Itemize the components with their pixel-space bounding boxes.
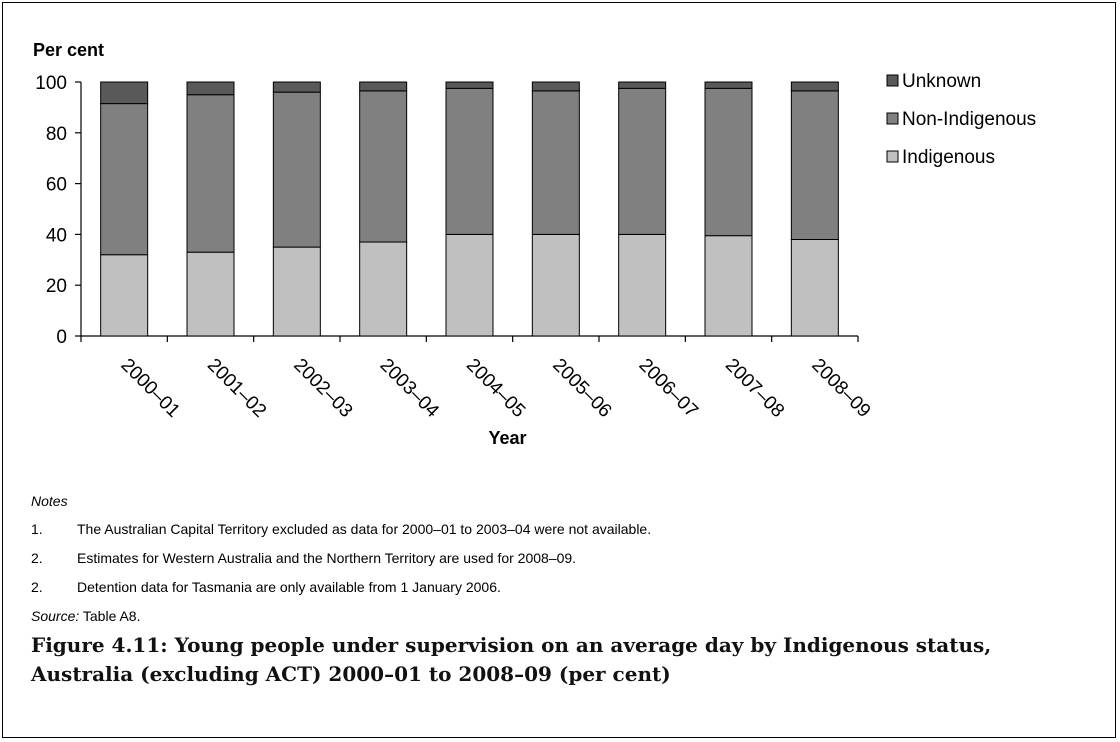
y-tick-label: 80 [46,124,67,145]
x-tick-label: 2002–03 [289,355,356,422]
bar-segment [100,254,149,337]
x-tick-label: 2005–06 [548,355,615,422]
y-tick-label: 40 [46,225,67,246]
note-number: 2. [31,579,43,595]
bar-segment [186,81,235,96]
x-tick-label: 2006–07 [635,355,702,422]
notes-block: Notes 1. The Australian Capital Territor… [31,493,1101,624]
x-axis-title: Year [488,428,526,448]
legend-swatch [886,150,899,163]
note-item: 2. Estimates for Western Australia and t… [31,550,1101,566]
source-label: Source: [31,608,80,624]
source-text: Table A8. [79,608,141,624]
x-tick-label: 2001–02 [203,355,270,422]
bar-segment [704,235,753,337]
bar-segment [359,241,408,337]
x-tick-label: 2008–09 [807,355,874,422]
note-number: 1. [31,521,43,537]
bar-segment [531,81,580,92]
legend-label: Non-Indigenous [902,109,1036,130]
bar-segment [272,81,321,93]
bar-segment [272,246,321,337]
legend-swatch [886,112,899,125]
y-tick-label: 100 [35,73,67,94]
bar-segment [790,90,839,240]
y-tick-label: 20 [46,276,67,297]
bar-segment [445,87,494,235]
x-tick-label: 2003–04 [376,355,443,422]
bar-segment [100,81,149,105]
bar-segment [618,233,667,337]
bar-segment [704,81,753,89]
bar-segment [445,233,494,337]
bar-segment [531,90,580,235]
x-tick-label: 2007–08 [721,355,788,422]
x-tick-label: 2004–05 [462,355,529,422]
note-text: Detention data for Tasmania are only ava… [77,579,501,595]
bar-segment [790,238,839,337]
bar-segment [359,81,408,92]
note-number: 2. [31,550,43,566]
bar-segment [186,94,235,253]
bar-segment [531,233,580,337]
note-text: The Australian Capital Territory exclude… [77,521,652,537]
bar-segment [618,81,667,89]
note-item: 1. The Australian Capital Territory excl… [31,521,1101,537]
bar-segment [618,87,667,235]
legend-label: Indigenous [902,147,995,168]
y-axis-title: Per cent [33,40,104,60]
bar-segment [704,87,753,237]
y-tick-label: 60 [46,175,67,196]
bar-segment [272,91,321,248]
bar-segment [790,81,839,92]
bar-segment [100,103,149,256]
notes-heading: Notes [31,493,68,509]
legend-label: Unknown [902,71,981,92]
note-text: Estimates for Western Australia and the … [77,550,577,566]
figure-caption: Figure 4.11: Young people under supervis… [31,633,992,686]
bar-segment [359,90,408,243]
y-tick-label: 0 [56,327,67,348]
source-line: Source: Table A8. [31,608,1101,624]
legend-swatch [886,74,899,87]
x-tick-label: 2000–01 [117,355,184,422]
note-item: 2. Detention data for Tasmania are only … [31,579,1101,595]
bar-segment [186,251,235,337]
bar-segment [445,81,494,89]
stacked-bar-chart: Per cent 0 20 40 60 80 100 2000–01 2001–02 2002–0… [33,40,1036,448]
